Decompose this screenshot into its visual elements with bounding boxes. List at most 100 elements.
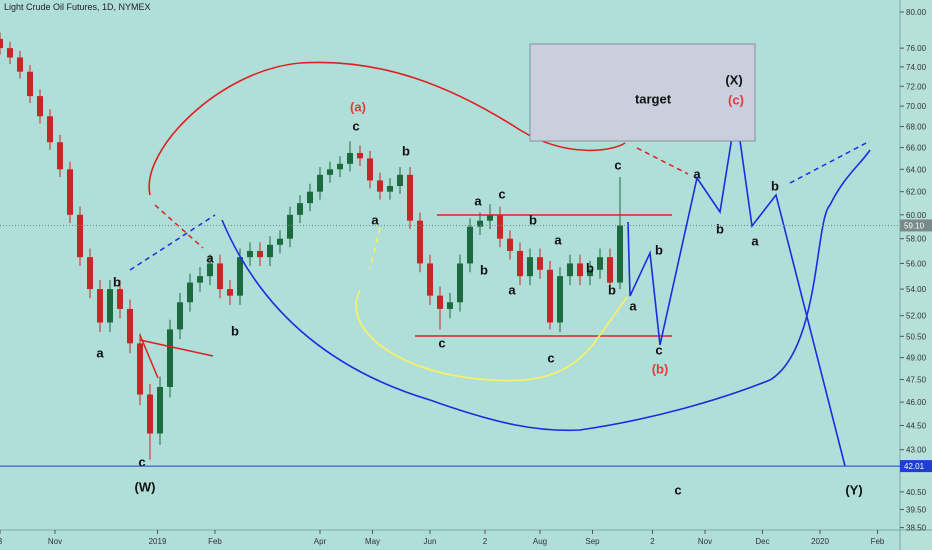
candle-body	[17, 57, 23, 72]
x-tick-label: Sep	[585, 537, 600, 546]
candle-body	[437, 295, 443, 309]
candle-body	[607, 257, 613, 283]
y-tick-label: 52.00	[906, 312, 927, 321]
annotation: a	[554, 232, 562, 247]
blue-zigzag	[627, 111, 846, 467]
y-tick-label: 64.00	[906, 165, 927, 174]
candle-body	[377, 180, 383, 192]
annotation: b	[771, 178, 779, 193]
annotation: b	[480, 262, 488, 277]
candle-body	[547, 269, 553, 323]
annotation: (c)	[728, 92, 744, 107]
y-tick-label: 44.50	[906, 422, 927, 431]
candle-body	[317, 174, 323, 192]
yellow-curve	[355, 289, 628, 382]
red-arc	[148, 61, 626, 196]
candle-body	[597, 257, 603, 270]
drawings	[129, 43, 871, 467]
x-tick-label: Feb	[208, 537, 222, 546]
candle-body	[297, 203, 303, 215]
x-tick-label: Jun	[424, 537, 437, 546]
candle-body	[307, 191, 313, 204]
candle-body	[137, 343, 143, 395]
y-tick-label: 46.00	[906, 398, 927, 407]
y-tick-label: 62.00	[906, 188, 927, 197]
candle-body	[537, 257, 543, 270]
annotation: b	[402, 143, 410, 158]
candle-body	[487, 214, 493, 221]
x-tick-label: 2	[483, 537, 488, 546]
x-tick-label: Dec	[755, 537, 769, 546]
candle-body	[507, 238, 513, 251]
candle-body	[187, 282, 193, 303]
yellow-dash	[369, 227, 381, 269]
annotation: a	[751, 233, 759, 248]
annotation: (X)	[725, 72, 742, 87]
price-axis	[900, 0, 932, 550]
annotation: b	[655, 242, 663, 257]
annotations: (a) c b a a b b a c (W) c a c b b a a b …	[96, 72, 862, 497]
annotation: b	[586, 260, 594, 275]
y-tick-label: 54.00	[906, 285, 927, 294]
candle-body	[57, 142, 63, 170]
candle-body	[147, 394, 153, 434]
annotation: a	[508, 282, 516, 297]
annotation: (b)	[652, 361, 669, 376]
candle-body	[497, 214, 503, 239]
annotation: (W)	[135, 479, 156, 494]
chart-title: Light Crude Oil Futures, 1D, NYMEX	[4, 2, 151, 12]
y-tick-label: 68.00	[906, 123, 927, 132]
red-line	[139, 339, 214, 357]
candle-body	[617, 225, 623, 283]
candle-body	[67, 169, 73, 215]
x-tick-label: 3	[0, 537, 3, 546]
candle-body	[337, 163, 343, 170]
candle-body	[577, 263, 583, 277]
annotation: c	[438, 335, 445, 350]
candle-body	[217, 263, 223, 290]
price-label: 59.10	[904, 221, 925, 230]
candle-body	[327, 169, 333, 175]
annotation: (Y)	[845, 482, 862, 497]
x-tick-label: Nov	[48, 537, 62, 546]
candle-body	[277, 238, 283, 245]
y-tick-label: 74.00	[906, 63, 927, 72]
candle-body	[347, 152, 353, 164]
blue-arrow	[129, 214, 216, 271]
candle-body	[117, 289, 123, 309]
target-box	[529, 43, 756, 142]
candle-body	[407, 174, 413, 221]
x-tick-label: 2	[650, 537, 655, 546]
candle-body	[527, 257, 533, 277]
x-tick-label: Apr	[314, 537, 327, 546]
candle-body	[227, 289, 233, 296]
candle-body	[7, 48, 13, 58]
candle-body	[177, 302, 183, 330]
annotation: c	[498, 186, 505, 201]
red-arrow	[154, 204, 204, 249]
annotation: b	[716, 221, 724, 236]
annotation: c	[614, 157, 621, 172]
annotation: a	[474, 193, 482, 208]
candle-body	[77, 214, 83, 258]
candle-body	[157, 386, 163, 434]
candle-body	[397, 174, 403, 187]
y-tick-label: 38.50	[906, 524, 927, 533]
annotation: a	[96, 345, 104, 360]
annotation: a	[693, 166, 701, 181]
candle-body	[477, 220, 483, 227]
y-tick-label: 58.00	[906, 235, 927, 244]
candle-body	[197, 276, 203, 283]
x-tick-label: May	[365, 537, 380, 546]
red-line	[139, 334, 159, 379]
x-tick-label: Aug	[533, 537, 547, 546]
candle-body	[237, 257, 243, 296]
price-label: 42.01	[904, 462, 925, 471]
y-tick-label: 66.00	[906, 144, 927, 153]
y-tick-label: 72.00	[906, 82, 927, 91]
candle-body	[457, 263, 463, 303]
candle-body	[267, 244, 273, 258]
y-tick-label: 40.50	[906, 488, 927, 497]
candle-body	[557, 276, 563, 323]
